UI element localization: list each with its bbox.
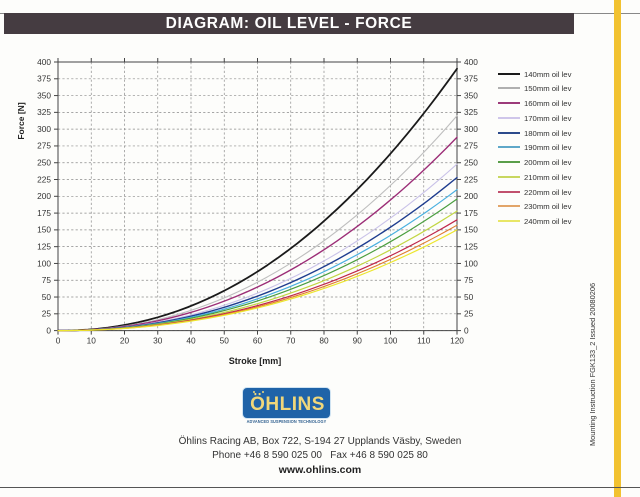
svg-text:50: 50 (220, 336, 230, 346)
svg-text:325: 325 (37, 107, 51, 117)
svg-text:70: 70 (286, 336, 296, 346)
svg-text:25: 25 (464, 309, 474, 319)
svg-text:110: 110 (417, 336, 431, 346)
svg-text:90: 90 (353, 336, 363, 346)
svg-text:10: 10 (87, 336, 97, 346)
svg-text:75: 75 (464, 275, 474, 285)
svg-text:375: 375 (37, 74, 51, 84)
svg-text:60: 60 (253, 336, 263, 346)
svg-text:225: 225 (37, 174, 51, 184)
svg-text:80: 80 (319, 336, 329, 346)
svg-text:25: 25 (42, 309, 52, 319)
svg-text:20: 20 (120, 336, 130, 346)
svg-text:300: 300 (37, 124, 51, 134)
svg-text:120: 120 (450, 336, 464, 346)
svg-text:300: 300 (464, 124, 478, 134)
svg-text:175: 175 (464, 208, 478, 218)
svg-text:50: 50 (42, 292, 52, 302)
svg-text:225: 225 (464, 174, 478, 184)
svg-text:0: 0 (56, 336, 61, 346)
svg-text:275: 275 (37, 141, 51, 151)
svg-text:75: 75 (42, 275, 52, 285)
svg-text:0: 0 (464, 325, 469, 335)
svg-text:50: 50 (464, 292, 474, 302)
svg-text:100: 100 (37, 258, 51, 268)
svg-text:175: 175 (37, 208, 51, 218)
svg-text:0: 0 (46, 325, 51, 335)
svg-text:150: 150 (464, 225, 478, 235)
svg-text:400: 400 (464, 57, 478, 67)
svg-text:125: 125 (464, 241, 478, 251)
svg-text:400: 400 (37, 57, 51, 67)
svg-text:40: 40 (186, 336, 196, 346)
svg-text:30: 30 (153, 336, 163, 346)
svg-text:100: 100 (384, 336, 398, 346)
svg-text:250: 250 (37, 158, 51, 168)
svg-text:325: 325 (464, 107, 478, 117)
svg-text:250: 250 (464, 158, 478, 168)
svg-text:350: 350 (464, 90, 478, 100)
svg-text:350: 350 (37, 90, 51, 100)
svg-text:200: 200 (37, 191, 51, 201)
svg-text:150: 150 (37, 225, 51, 235)
svg-text:100: 100 (464, 258, 478, 268)
svg-text:275: 275 (464, 141, 478, 151)
svg-text:200: 200 (464, 191, 478, 201)
svg-text:375: 375 (464, 74, 478, 84)
svg-text:125: 125 (37, 241, 51, 251)
